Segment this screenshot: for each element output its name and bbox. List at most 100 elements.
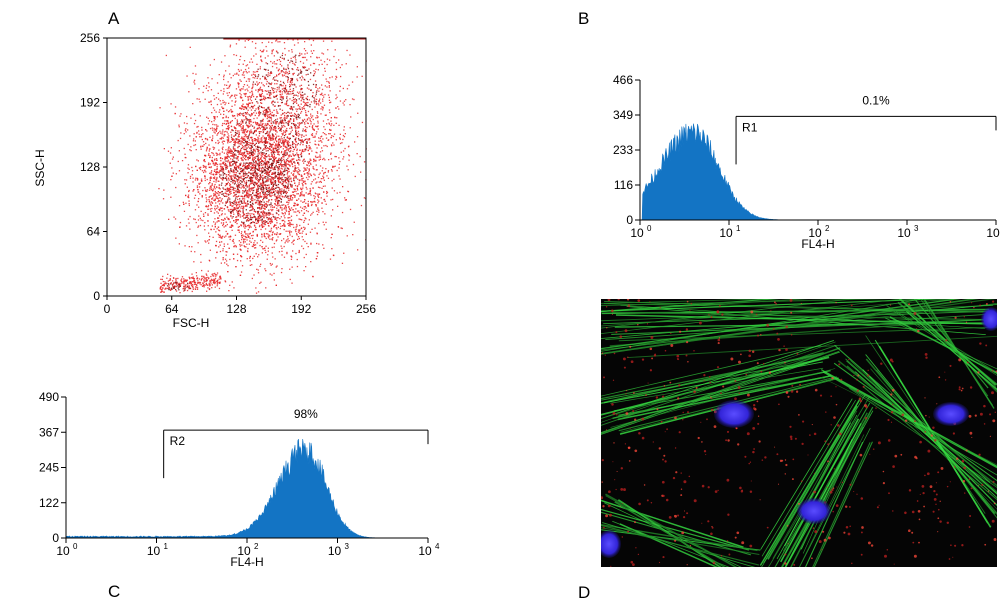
scatter-point (326, 145, 328, 148)
scatter-point (223, 245, 225, 247)
scatter-point (193, 81, 195, 83)
scatter-point (239, 203, 241, 206)
scatter-point (327, 139, 329, 141)
scatter-point (308, 125, 311, 128)
scatter-point (262, 179, 264, 181)
scatter-point (198, 206, 200, 208)
scatter-point (282, 113, 284, 115)
scatter-point (228, 92, 230, 94)
scatter-point (256, 196, 258, 198)
scatter-point (248, 141, 250, 144)
scatter-point (244, 89, 246, 91)
scatter-point (245, 121, 247, 123)
scatter-point (280, 173, 282, 175)
scatter-point (233, 258, 235, 260)
scatter-point (268, 211, 270, 214)
scatter-point (242, 234, 244, 236)
scatter-point (287, 167, 289, 169)
scatter-point (295, 226, 297, 228)
scatter-point (281, 195, 283, 197)
scatter-point (255, 184, 257, 186)
scatter-point (263, 225, 265, 227)
scatter-point (237, 206, 239, 209)
scatter-point (249, 240, 251, 242)
scatter-point (290, 172, 293, 174)
scatter-point (264, 197, 266, 199)
scatter-point (293, 226, 295, 229)
scatter-point (233, 141, 235, 143)
scatter-point (215, 171, 218, 173)
scatter-point (247, 96, 249, 98)
scatter-point (260, 154, 262, 156)
scatter-point (221, 133, 223, 135)
scatter-point (239, 274, 242, 276)
scatter-point (291, 60, 294, 62)
scatter-point (237, 147, 239, 149)
scatter-point (303, 67, 305, 69)
scatter-point (305, 233, 307, 235)
scatter-points (158, 38, 367, 294)
scatter-point (266, 217, 268, 219)
scatter-point (271, 210, 273, 212)
scatter-point (305, 207, 307, 209)
scatter-point (275, 133, 277, 135)
scatter-point (330, 215, 332, 217)
scatter-point (249, 188, 251, 190)
scatter-point (280, 128, 282, 130)
scatter-point (290, 118, 292, 121)
scatter-point (294, 202, 296, 205)
scatter-point (322, 98, 324, 100)
scatter-point (291, 79, 293, 81)
scatter-point (266, 156, 268, 158)
scatter-point (246, 216, 248, 218)
scatter-point (262, 185, 264, 187)
scatter-point (272, 185, 274, 187)
scatter-point (273, 114, 275, 116)
scatter-point (307, 122, 309, 125)
scatter-point (240, 121, 242, 123)
scatter-point (261, 224, 263, 226)
scatter-point (289, 121, 291, 123)
scatter-point (278, 144, 280, 147)
scatter-point (293, 211, 295, 213)
scatter-point (259, 99, 261, 101)
scatter-point (171, 175, 173, 177)
scatter-point (309, 118, 311, 120)
scatter-point (255, 164, 257, 166)
scatter-point (249, 210, 251, 212)
scatter-point (353, 221, 355, 223)
scatter-point (330, 144, 333, 146)
scatter-point (255, 129, 257, 132)
scatter-point (216, 152, 218, 155)
scatter-point (263, 176, 266, 178)
scatter-point (204, 160, 206, 163)
scatter-point (277, 176, 280, 179)
scatter-point (253, 165, 255, 167)
scatter-point (209, 163, 211, 165)
scatter-point (179, 221, 182, 224)
scatter-point (246, 193, 248, 195)
scatter-point (230, 136, 233, 138)
scatter-point (249, 255, 251, 258)
scatter-point (267, 174, 269, 177)
scatter-point (303, 105, 305, 108)
scatter-point (249, 131, 251, 133)
scatter-point (273, 242, 276, 245)
scatter-point (314, 95, 317, 97)
scatter-point (193, 261, 195, 263)
scatter-point (260, 184, 262, 186)
scatter-point (237, 155, 239, 158)
scatter-point (284, 162, 287, 164)
scatter-point (293, 158, 295, 160)
scatter-point (297, 171, 300, 173)
scatter-point (293, 143, 295, 145)
scatter-point (299, 159, 301, 161)
scatter-point (254, 153, 256, 155)
scatter-point (280, 177, 282, 179)
scatter-point (170, 103, 172, 105)
scatter-point (271, 199, 273, 201)
scatter-point (283, 208, 285, 210)
scatter-point (274, 83, 276, 85)
scatter-point (219, 138, 221, 140)
scatter-point (239, 209, 241, 211)
